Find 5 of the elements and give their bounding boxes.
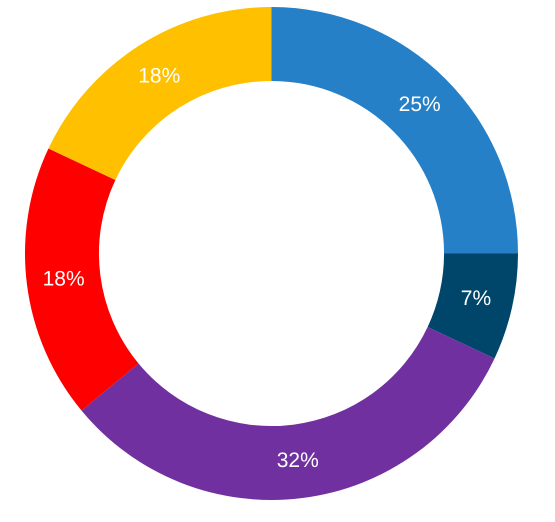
data-label: 18%	[42, 268, 85, 291]
data-label: 18%	[138, 64, 180, 88]
data-label: 32%	[276, 449, 319, 472]
data-label: 7%	[460, 287, 492, 310]
data-label: 25%	[398, 93, 441, 116]
